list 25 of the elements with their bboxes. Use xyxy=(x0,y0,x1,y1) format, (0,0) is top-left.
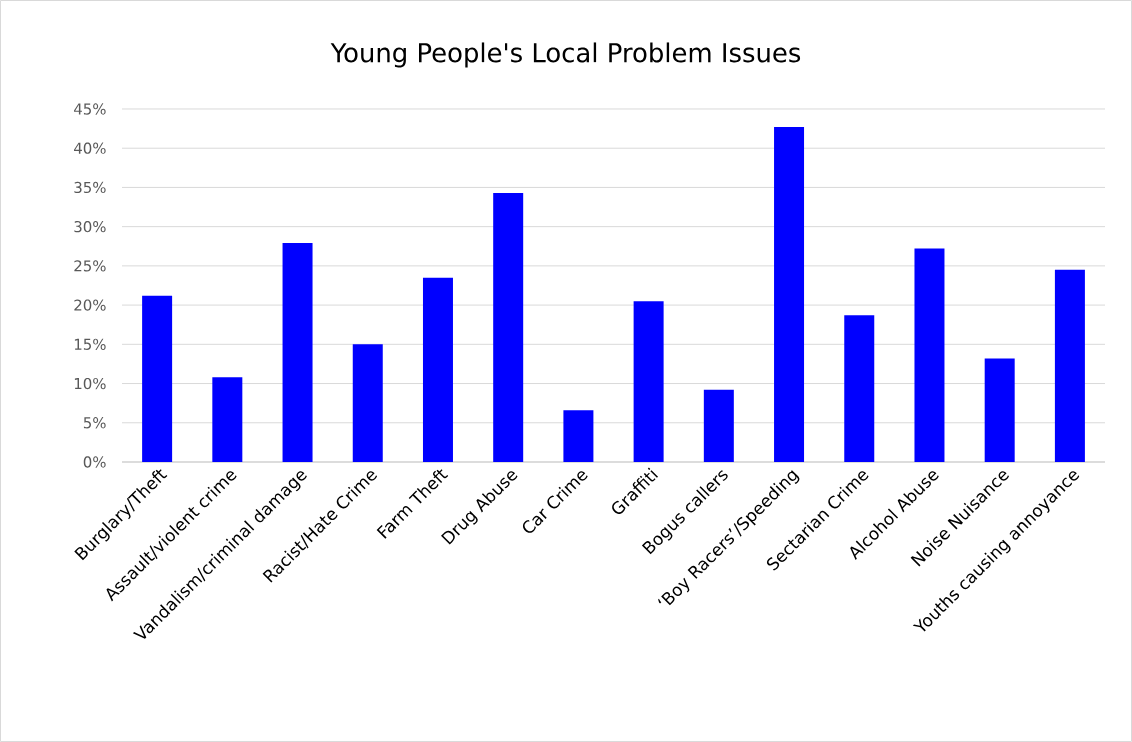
bar xyxy=(984,358,1015,462)
y-tick-label: 0% xyxy=(83,456,106,468)
y-tick-label: 35% xyxy=(74,181,106,194)
bar xyxy=(493,192,524,462)
bar xyxy=(282,243,313,462)
y-tick-label: 20% xyxy=(74,299,106,311)
bar xyxy=(774,127,805,462)
y-tick-label: 25% xyxy=(74,260,106,272)
y-tick-label: 15% xyxy=(74,338,106,350)
y-tick-label: 10% xyxy=(74,377,106,390)
y-tick-label: 30% xyxy=(74,221,106,233)
y-tick-label: 5% xyxy=(83,417,106,429)
bar xyxy=(844,315,875,462)
bar xyxy=(1054,269,1085,462)
bar xyxy=(142,295,173,462)
chart-title: Young People's Local Problem Issues xyxy=(330,42,801,68)
bar xyxy=(352,344,383,462)
bar xyxy=(633,301,664,462)
bar xyxy=(563,410,594,462)
bar xyxy=(914,248,945,462)
y-tick-label: 45% xyxy=(74,103,106,115)
bar xyxy=(212,377,243,462)
y-tick-label: 40% xyxy=(74,142,106,154)
bar xyxy=(422,277,453,462)
bar xyxy=(703,389,734,462)
